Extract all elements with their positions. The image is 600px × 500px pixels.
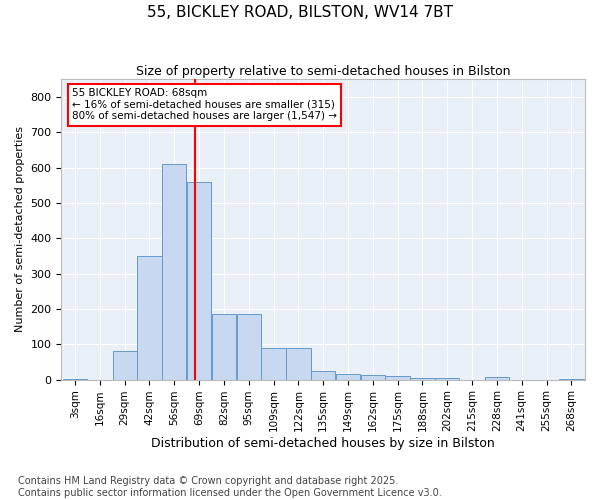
Bar: [410, 378, 434, 380]
Bar: [113, 352, 137, 380]
Bar: [262, 348, 286, 380]
Bar: [137, 256, 161, 380]
Bar: [361, 374, 385, 380]
Text: 55, BICKLEY ROAD, BILSTON, WV14 7BT: 55, BICKLEY ROAD, BILSTON, WV14 7BT: [147, 5, 453, 20]
Bar: [385, 376, 410, 380]
Bar: [311, 371, 335, 380]
Bar: [336, 374, 360, 380]
Bar: [162, 164, 187, 380]
Text: 55 BICKLEY ROAD: 68sqm
← 16% of semi-detached houses are smaller (315)
80% of se: 55 BICKLEY ROAD: 68sqm ← 16% of semi-det…: [72, 88, 337, 122]
Bar: [187, 182, 211, 380]
Y-axis label: Number of semi-detached properties: Number of semi-detached properties: [15, 126, 25, 332]
Bar: [435, 378, 460, 380]
Bar: [212, 314, 236, 380]
Bar: [236, 314, 261, 380]
Text: Contains HM Land Registry data © Crown copyright and database right 2025.
Contai: Contains HM Land Registry data © Crown c…: [18, 476, 442, 498]
X-axis label: Distribution of semi-detached houses by size in Bilston: Distribution of semi-detached houses by …: [151, 437, 495, 450]
Title: Size of property relative to semi-detached houses in Bilston: Size of property relative to semi-detach…: [136, 65, 511, 78]
Bar: [559, 379, 584, 380]
Bar: [485, 377, 509, 380]
Bar: [63, 378, 87, 380]
Bar: [286, 348, 311, 380]
